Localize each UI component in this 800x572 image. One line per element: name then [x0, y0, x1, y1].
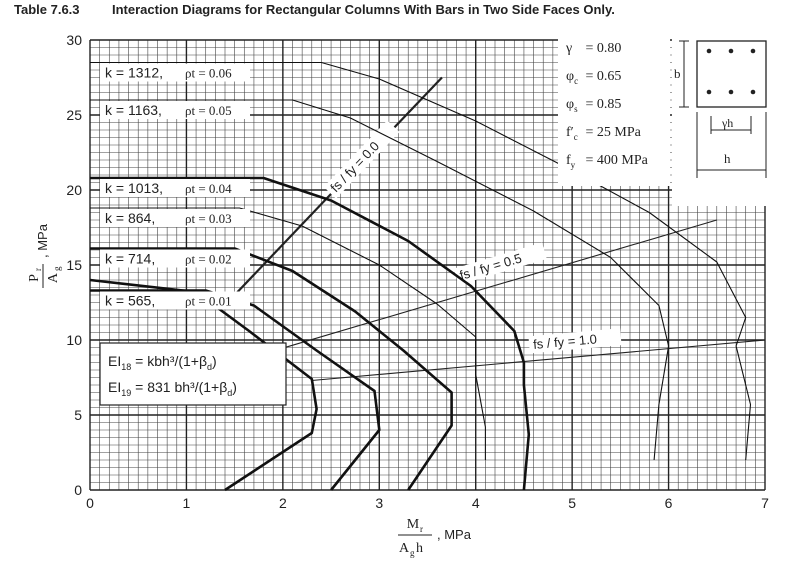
parameter-entry: φs = 0.85: [566, 97, 621, 114]
curve-k-label: k = 1013,: [105, 180, 163, 196]
x-tick-label: 5: [568, 495, 576, 511]
label-gamma-h: γh: [721, 116, 733, 130]
parameter-entry: γ = 0.80: [565, 41, 621, 56]
xlabel-num-sub: r: [420, 524, 423, 534]
curve-rho-label: ρt = 0.05: [185, 103, 232, 118]
axis-ticks: 0 1 2 3 4 5 6 7 0 5 10 15 20 25 30: [66, 32, 769, 511]
parameter-entry: fy = 400 MPa: [566, 153, 649, 170]
x-axis-label: M r A g h , MPa: [398, 517, 472, 558]
ylabel-denominator: A: [46, 272, 61, 283]
curve-k-label: k = 1163,: [105, 102, 162, 118]
parameter-entry: f′c = 25 MPa: [566, 125, 642, 142]
y-tick-label: 25: [66, 107, 82, 123]
curve-rho-label: ρt = 0.04: [185, 181, 232, 196]
curve-k-label: k = 864,: [105, 210, 155, 226]
curve-k-label: k = 714,: [105, 251, 155, 267]
rebar-dot: [706, 89, 712, 95]
interaction-curve: [90, 289, 381, 491]
y-tick-label: 5: [74, 407, 82, 423]
table-caption: Interaction Diagrams for Rectangular Col…: [112, 2, 615, 17]
y-tick-label: 30: [66, 32, 82, 48]
x-tick-label: 3: [375, 495, 383, 511]
stress-ratio-label: fs / fy = 0.0: [327, 138, 382, 195]
xlabel-unit: , MPa: [437, 527, 472, 542]
x-tick-label: 2: [279, 495, 287, 511]
label-b: b: [674, 66, 681, 81]
curve-rho-label: ρt = 0.03: [185, 211, 232, 226]
x-tick-label: 1: [183, 495, 191, 511]
xlabel-den-tail: h: [416, 541, 423, 556]
label-h: h: [724, 151, 731, 166]
x-tick-label: 7: [761, 495, 769, 511]
xlabel-denominator: A: [399, 541, 410, 556]
table-number: Table 7.6.3: [14, 2, 80, 17]
curve-k-label: k = 1312,: [105, 65, 163, 81]
x-tick-label: 6: [665, 495, 673, 511]
rebar-dot: [728, 48, 734, 54]
ylabel-num-sub: r: [33, 268, 43, 271]
stiffness-formula: EI19 = 831 bh³/(1+βd): [108, 379, 237, 398]
y-axis-label: P r A g , MPa: [27, 223, 62, 288]
xlabel-den-sub: g: [410, 548, 415, 558]
stress-ratio-label: fs / fy = 0.5: [458, 250, 524, 282]
parameter-box: γ = 0.80 φc = 0.65 φs = 0.85 f′c = 25 MPa fy…: [558, 38, 670, 186]
rebar-dot: [728, 89, 734, 95]
x-tick-label: 4: [472, 495, 480, 511]
stress-ratio-line: [311, 339, 766, 382]
curve-labels: k = 1312, ρt = 0.06 k = 1163, ρt = 0.05 k = …: [100, 63, 250, 310]
parameter-entry: φc = 0.65: [566, 69, 621, 86]
ylabel-unit: , MPa: [35, 223, 50, 258]
column-section-diagram: b γh h: [672, 38, 772, 206]
xlabel-numerator: M: [407, 517, 420, 532]
stress-ratio-line: [244, 219, 717, 361]
curve-rho-label: ρt = 0.02: [185, 252, 232, 267]
x-tick-label: 0: [86, 495, 94, 511]
y-tick-label: 20: [66, 182, 82, 198]
y-tick-label: 15: [66, 257, 82, 273]
interaction-curve: [90, 61, 752, 461]
curve-rho-label: ρt = 0.01: [185, 294, 232, 309]
rebar-dot: [750, 89, 756, 95]
curve-rho-label: ρt = 0.06: [185, 66, 232, 81]
stress-ratio-label: fs / fy = 1.0: [533, 331, 598, 352]
y-tick-label: 0: [74, 482, 82, 498]
stiffness-formula: EI18 = kbh³/(1+βd): [108, 353, 217, 372]
ylabel-den-sub: g: [52, 266, 62, 271]
formula-box: EI18 = kbh³/(1+βd) EI19 = 831 bh³/(1+βd): [99, 342, 287, 406]
curve-k-label: k = 565,: [105, 293, 155, 309]
interaction-curve: [90, 176, 531, 491]
interaction-curve: [90, 207, 486, 460]
rebar-dot: [706, 48, 712, 54]
rebar-dot: [750, 48, 756, 54]
y-tick-label: 10: [66, 332, 82, 348]
interaction-curve: [90, 99, 670, 461]
ylabel-numerator: P: [27, 274, 42, 282]
